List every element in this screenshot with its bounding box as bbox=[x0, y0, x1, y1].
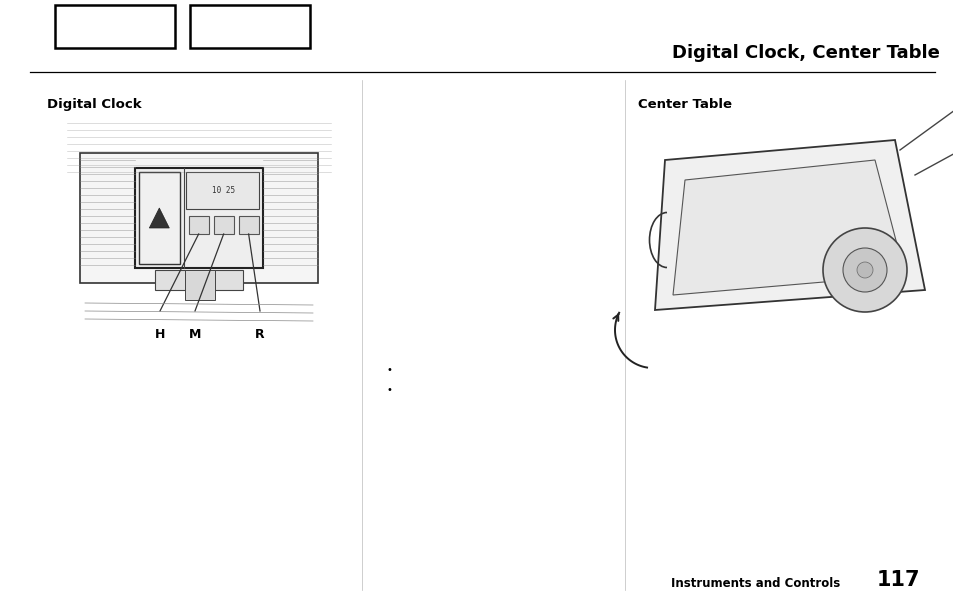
Bar bbox=[189, 216, 209, 234]
Bar bbox=[139, 172, 179, 264]
Bar bbox=[135, 168, 263, 268]
Text: Instruments and Controls: Instruments and Controls bbox=[670, 577, 840, 590]
Bar bbox=[190, 5, 310, 48]
Bar bbox=[80, 153, 317, 283]
Bar bbox=[185, 270, 214, 300]
Polygon shape bbox=[150, 208, 169, 228]
Bar bbox=[238, 216, 258, 234]
Text: •: • bbox=[387, 365, 393, 375]
Polygon shape bbox=[655, 140, 924, 310]
Text: M: M bbox=[189, 328, 201, 341]
Text: Digital Clock, Center Table: Digital Clock, Center Table bbox=[672, 44, 939, 62]
Circle shape bbox=[842, 248, 886, 292]
Bar bbox=[186, 172, 258, 209]
Text: 117: 117 bbox=[876, 570, 919, 590]
Text: R: R bbox=[254, 328, 265, 341]
Bar bbox=[154, 270, 243, 290]
Text: Center Table: Center Table bbox=[638, 98, 731, 111]
Polygon shape bbox=[672, 160, 904, 295]
Text: H: H bbox=[154, 328, 165, 341]
Circle shape bbox=[822, 228, 906, 312]
Text: 10 25: 10 25 bbox=[212, 186, 234, 195]
Text: Digital Clock: Digital Clock bbox=[47, 98, 141, 111]
Bar bbox=[55, 5, 174, 48]
Text: •: • bbox=[387, 385, 393, 395]
Bar bbox=[213, 216, 233, 234]
Circle shape bbox=[856, 262, 872, 278]
